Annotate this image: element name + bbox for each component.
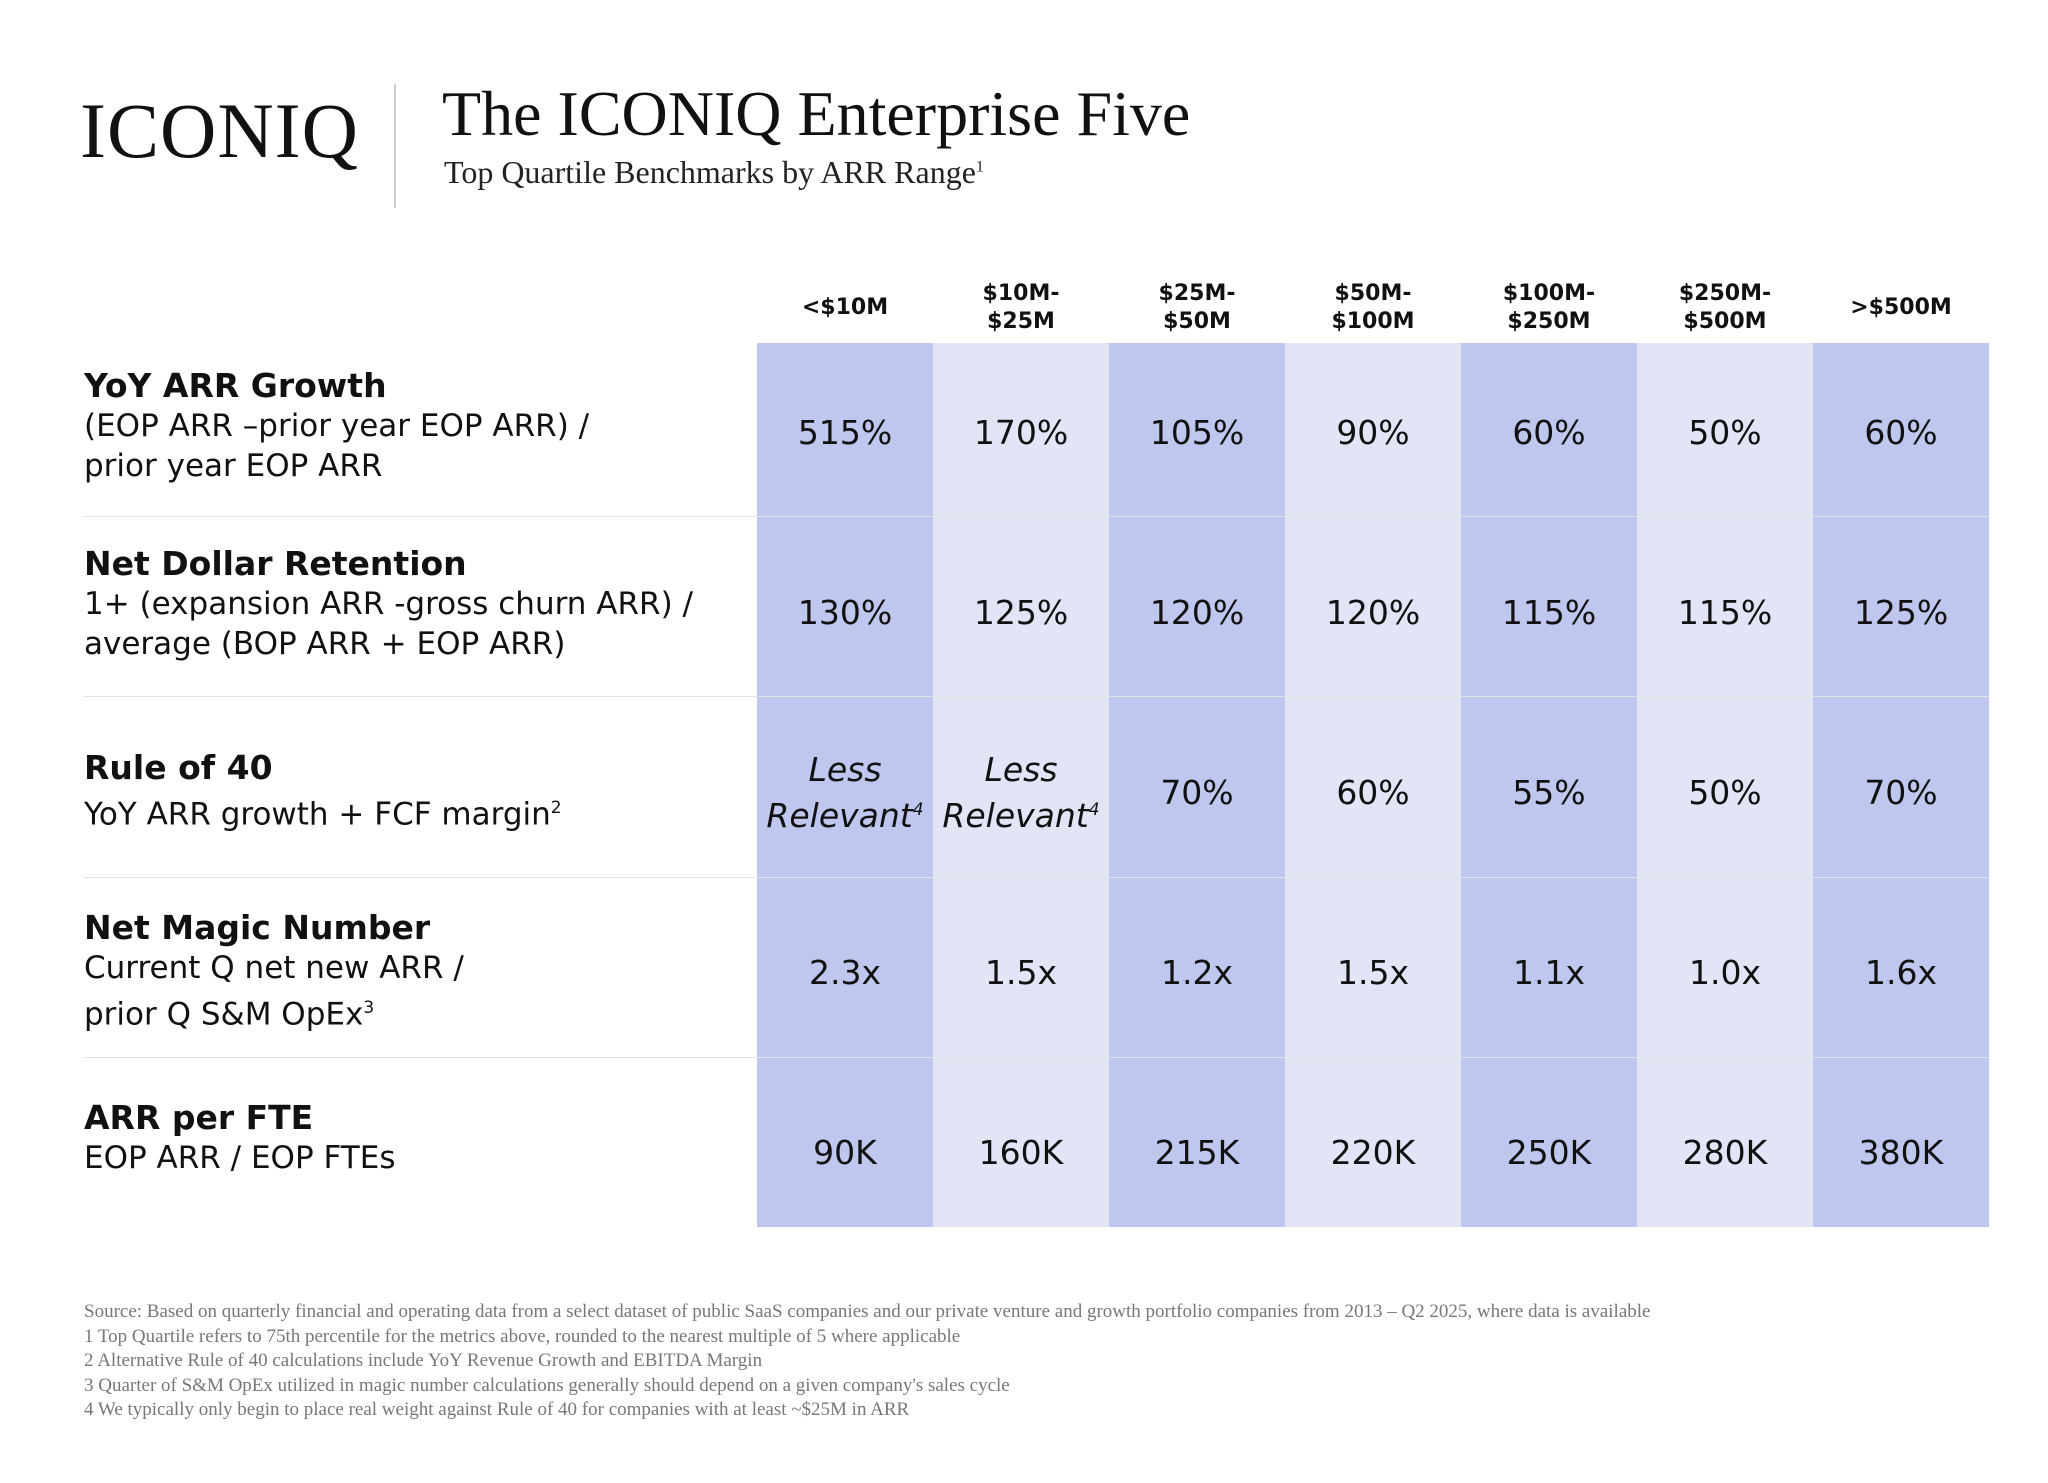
metric-description: 1+ (expansion ARR -gross churn ARR) / av… xyxy=(84,586,693,662)
header: ICONIQ The ICONIQ Enterprise Five Top Qu… xyxy=(80,78,1980,212)
column-header: $100M- $250M xyxy=(1502,281,1596,334)
row-separator xyxy=(84,1057,1990,1058)
metric-value: 250K xyxy=(1506,1133,1592,1172)
metric-value: 50% xyxy=(1688,773,1762,812)
metric-value: 1.6x xyxy=(1864,953,1937,992)
metric-value: 60% xyxy=(1864,413,1938,452)
metric-value: 1.1x xyxy=(1512,953,1585,992)
column-header: $25M- $50M xyxy=(1158,281,1236,334)
metric-value: 120% xyxy=(1149,593,1245,632)
metric-value: 90K xyxy=(813,1133,877,1172)
column-header: $50M- $100M xyxy=(1331,281,1415,334)
footnote-line: 2 Alternative Rule of 40 calculations in… xyxy=(84,1350,763,1371)
column-background xyxy=(1637,343,1813,1227)
metric-value: 380K xyxy=(1858,1133,1944,1172)
column-background xyxy=(933,343,1109,1227)
footnote-marker: 3 xyxy=(363,998,375,1018)
metric-value: 130% xyxy=(797,593,893,632)
iconiq-logo: ICONIQ xyxy=(80,87,359,174)
metric-value: 105% xyxy=(1149,413,1245,452)
header-divider xyxy=(394,84,396,208)
metric-title: Net Magic Number xyxy=(84,908,431,947)
value-line: Relevant4 xyxy=(766,796,924,835)
row-separator xyxy=(84,516,1990,517)
value-line: Less xyxy=(984,750,1058,789)
metric-title: Rule of 40 xyxy=(84,748,273,787)
metric-label: Rule of 40 YoY ARR growth + FCF margin2 xyxy=(84,748,724,834)
footnote-line: 1 Top Quartile refers to 75th percentile… xyxy=(84,1325,961,1347)
metric-value: 1.5x xyxy=(1336,953,1409,992)
metric-label: ARR per FTE EOP ARR / EOP FTEs xyxy=(84,1098,724,1178)
page-subtitle: Top Quartile Benchmarks by ARR Range1 xyxy=(444,156,984,188)
metric-description: EOP ARR / EOP FTEs xyxy=(84,1140,396,1176)
footnote-marker: 4 xyxy=(912,800,924,820)
footnote-marker: 2 xyxy=(550,798,562,818)
row-separator xyxy=(84,696,1990,697)
column-header: >$500M xyxy=(1850,295,1952,320)
footnote-line: 3 Quarter of S&M OpEx utilized in magic … xyxy=(84,1374,1010,1396)
value-line: Relevant4 xyxy=(942,796,1100,835)
metric-value: 1.0x xyxy=(1688,953,1761,992)
metric-value: 55% xyxy=(1512,773,1586,812)
metric-description: (EOP ARR –prior year EOP ARR) / prior ye… xyxy=(84,408,590,484)
metric-value: 115% xyxy=(1501,593,1597,632)
metric-label: Net Dollar Retention 1+ (expansion ARR -g… xyxy=(84,544,724,664)
column-header: $10M- $25M xyxy=(982,281,1060,334)
metric-value: 70% xyxy=(1864,773,1938,812)
column-header: $250M- $500M xyxy=(1678,281,1772,334)
metric-label: Net Magic Number Current Q net new ARR / … xyxy=(84,908,724,1034)
metric-value: 120% xyxy=(1325,593,1421,632)
column-background xyxy=(1813,343,1989,1227)
metric-value: 50% xyxy=(1688,413,1762,452)
metric-value: 170% xyxy=(973,413,1069,452)
metric-value: 280K xyxy=(1682,1133,1768,1172)
footnote-line: Source: Based on quarterly financial and… xyxy=(84,1301,1651,1322)
metric-title: Net Dollar Retention xyxy=(84,544,467,583)
footnote-line: 4 We typically only begin to place real … xyxy=(84,1399,910,1420)
column-background xyxy=(757,343,933,1227)
metric-value: 220K xyxy=(1330,1133,1416,1172)
metric-value: 115% xyxy=(1677,593,1773,632)
metric-value: 2.3x xyxy=(808,953,881,992)
metric-value: 125% xyxy=(973,593,1069,632)
subtitle-footnote-marker: 1 xyxy=(975,158,984,176)
column-background xyxy=(1109,343,1285,1227)
metric-value: 215K xyxy=(1154,1133,1240,1172)
metric-title: ARR per FTE xyxy=(84,1098,314,1137)
subtitle-text: Top Quartile Benchmarks by ARR Range xyxy=(444,154,976,190)
row-separator xyxy=(84,877,1990,878)
metric-value: 125% xyxy=(1853,593,1949,632)
column-background xyxy=(1285,343,1461,1227)
metric-description: YoY ARR growth + FCF margin2 xyxy=(84,796,562,833)
column-header: <$10M xyxy=(801,295,889,320)
page-title: The ICONIQ Enterprise Five xyxy=(442,78,1191,149)
metric-value: 515% xyxy=(797,413,893,452)
value-line: Less xyxy=(808,750,882,789)
metric-value: Less Relevant4 xyxy=(757,703,933,883)
metric-title: YoY ARR Growth xyxy=(84,366,387,405)
metric-value: 60% xyxy=(1336,773,1410,812)
column-background xyxy=(1461,343,1637,1227)
metric-value: 160K xyxy=(978,1133,1064,1172)
metric-value: 1.2x xyxy=(1160,953,1233,992)
metric-value: 60% xyxy=(1512,413,1586,452)
footnote-marker: 4 xyxy=(1088,800,1100,820)
metric-label: YoY ARR Growth (EOP ARR –prior year EOP A… xyxy=(84,366,724,486)
metric-value: 90% xyxy=(1336,413,1410,452)
metric-value: 70% xyxy=(1160,773,1234,812)
footnotes: Source: Based on quarterly financial and… xyxy=(84,1300,1984,1423)
metric-value: Less Relevant4 xyxy=(933,703,1109,883)
metric-value: 1.5x xyxy=(984,953,1057,992)
metric-description: Current Q net new ARR / prior Q S&M OpEx… xyxy=(84,950,464,1033)
